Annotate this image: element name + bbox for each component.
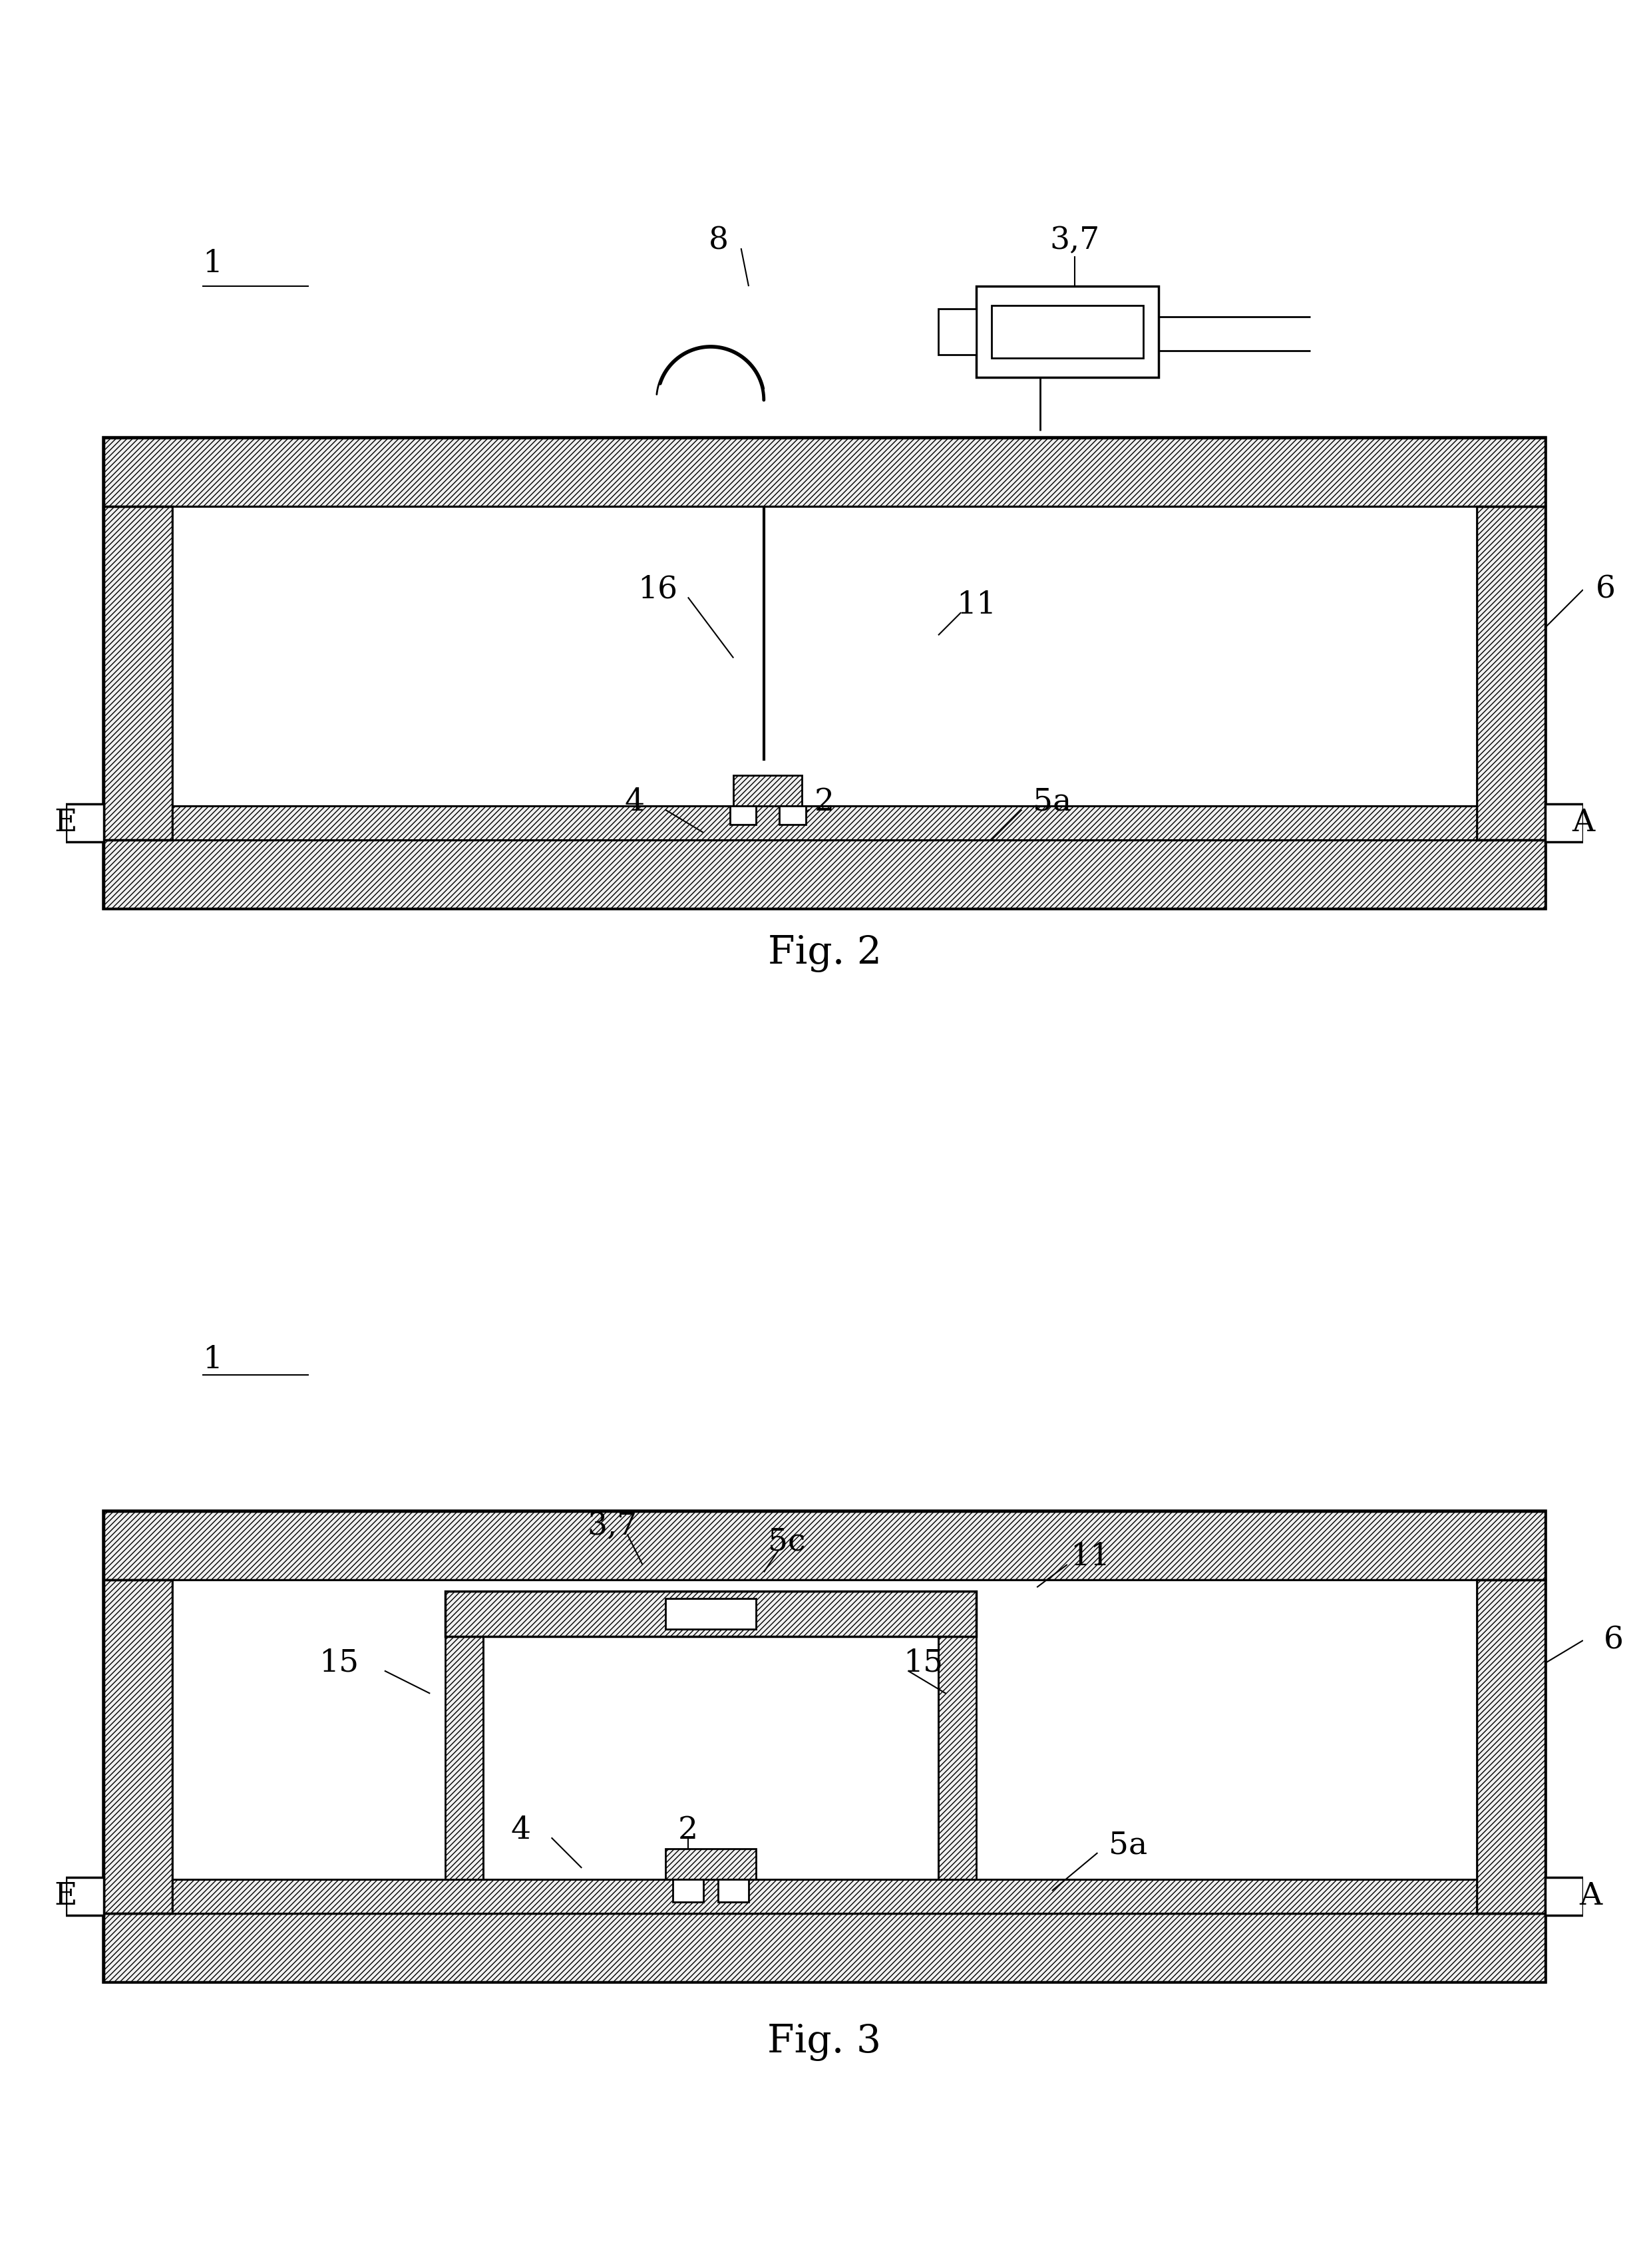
Text: A: A	[1571, 807, 1595, 837]
Text: 5a: 5a	[1032, 787, 1072, 816]
Bar	[104, 438, 1545, 506]
Bar	[104, 1914, 1545, 1982]
Bar	[104, 1510, 1545, 1982]
Text: 1: 1	[203, 249, 223, 279]
Bar	[991, 306, 1143, 358]
Text: 5c: 5c	[768, 1526, 805, 1556]
Bar	[665, 1599, 757, 1628]
Text: 6: 6	[1603, 1626, 1623, 1656]
Bar	[171, 506, 1478, 839]
Bar	[171, 805, 1478, 839]
Text: 2: 2	[678, 1814, 698, 1846]
Bar	[734, 776, 801, 805]
Text: A: A	[1580, 1882, 1601, 1912]
Text: 15: 15	[318, 1649, 359, 1678]
Bar	[1545, 803, 1583, 841]
Bar	[673, 1880, 702, 1903]
Text: 4: 4	[625, 787, 645, 816]
Text: 11: 11	[956, 590, 996, 619]
Text: 8: 8	[709, 227, 729, 256]
Bar	[104, 438, 1545, 907]
Bar	[719, 1880, 749, 1903]
Bar	[729, 805, 757, 826]
Text: 15: 15	[904, 1649, 943, 1678]
Text: 4: 4	[511, 1814, 531, 1846]
Bar	[171, 1581, 1478, 1914]
Bar	[104, 1510, 1545, 1581]
Bar	[104, 839, 1545, 907]
Bar	[1478, 506, 1545, 839]
Bar	[938, 308, 976, 354]
Text: E: E	[54, 1882, 78, 1912]
Bar	[445, 1592, 483, 1880]
Bar	[778, 805, 805, 826]
Text: 1: 1	[203, 1345, 223, 1374]
Bar	[1478, 1581, 1545, 1914]
Bar	[66, 1878, 104, 1916]
Text: Fig. 2: Fig. 2	[767, 934, 882, 973]
Bar	[171, 1880, 1478, 1914]
Text: Fig. 3: Fig. 3	[767, 2023, 882, 2062]
Bar	[976, 286, 1158, 376]
Text: 2: 2	[815, 787, 834, 816]
Text: 11: 11	[1070, 1542, 1110, 1572]
Bar	[104, 506, 171, 839]
Bar	[66, 803, 104, 841]
Text: E: E	[54, 807, 78, 837]
Text: 5a: 5a	[1108, 1830, 1148, 1860]
Text: 3,7: 3,7	[1050, 227, 1100, 256]
Text: 3,7: 3,7	[587, 1510, 637, 1542]
Text: 16: 16	[638, 574, 678, 606]
Bar	[445, 1592, 976, 1637]
Bar	[665, 1848, 757, 1880]
Bar	[938, 1592, 976, 1880]
Bar	[1545, 1878, 1583, 1916]
Text: 6: 6	[1596, 574, 1616, 606]
Bar	[104, 1581, 171, 1914]
